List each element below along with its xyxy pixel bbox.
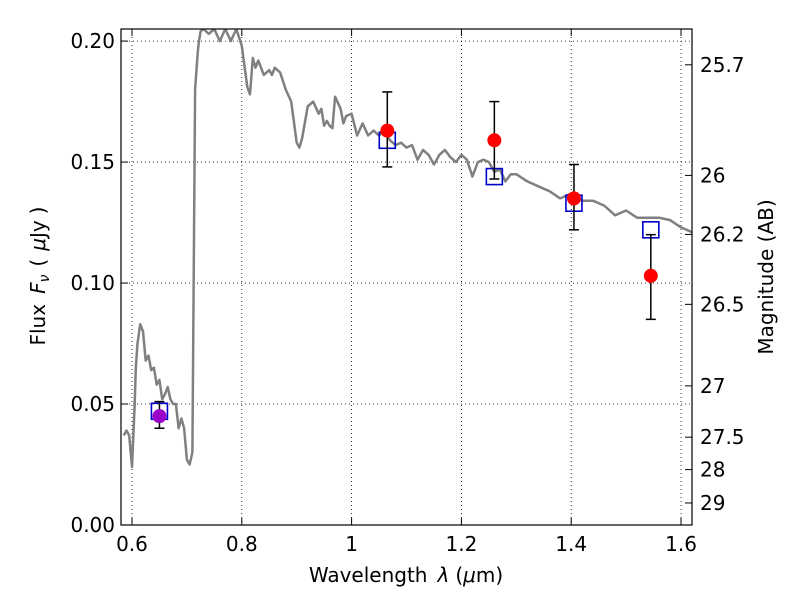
y2-tick-label: 27.5: [700, 425, 745, 449]
data-point: [152, 409, 167, 424]
y2-axis-label: Magnitude (AB): [754, 199, 778, 354]
data-point: [566, 191, 581, 206]
x-tick-label: 1: [345, 532, 358, 556]
x-tick-label: 0.6: [116, 532, 148, 556]
y2-tick-label: 26.2: [700, 222, 745, 246]
plot-area: [122, 29, 692, 469]
data-point: [487, 133, 502, 148]
plot-frame: [120, 28, 693, 526]
y-tick-label: 0.05: [70, 392, 115, 416]
y2-tick-label: 29: [700, 491, 725, 515]
error-bars: [150, 91, 660, 429]
y-axis-label: FluxFν(μJy): [26, 206, 53, 345]
y2-tick-label: 28: [700, 458, 725, 482]
x-tick-label: 1.2: [445, 532, 477, 556]
y-tick-label: 0.15: [70, 150, 115, 174]
y2-tick-label: 25.7: [700, 53, 745, 77]
data-point: [380, 123, 395, 138]
x-tick-label: 0.8: [226, 532, 258, 556]
axes: 0.6 0.8 1 1.2 1.4 1.6 0.00 0.05 0.10 0.15 0.20 25.7…: [70, 29, 745, 556]
x-axis-label: Wavelength λ (μm): [309, 563, 503, 587]
grid-lines: [121, 29, 692, 525]
data-point: [643, 268, 658, 283]
y2-tick-label: 26.5: [700, 292, 745, 316]
y-tick-label: 0.20: [70, 29, 115, 53]
y2-tick-label: 27: [700, 374, 725, 398]
y-tick-label: 0.10: [70, 271, 115, 295]
x-tick-label: 1.4: [555, 532, 587, 556]
x-tick-label: 1.6: [665, 532, 697, 556]
y-tick-label: 0.00: [70, 513, 115, 537]
y2-tick-label: 26: [700, 163, 725, 187]
model-spectrum-line: [122, 29, 692, 469]
